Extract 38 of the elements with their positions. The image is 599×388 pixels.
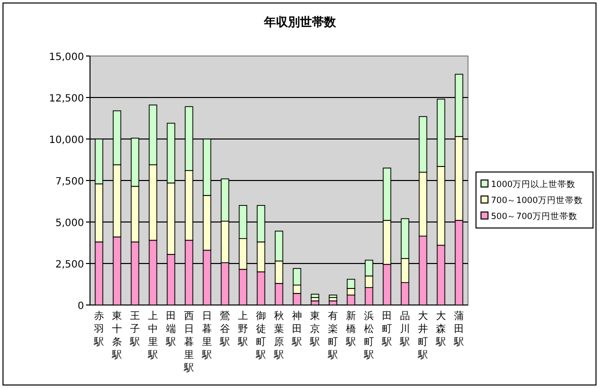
bar bbox=[292, 284, 302, 294]
bar bbox=[310, 294, 320, 298]
x-tick-label: 御徒町駅 bbox=[255, 311, 266, 361]
x-tick-label: 大森駅 bbox=[435, 310, 446, 348]
x-tick-label: 東京駅 bbox=[309, 310, 320, 348]
x-tick-label: 王子駅 bbox=[129, 311, 140, 348]
x-tick-label: 上中里駅 bbox=[147, 310, 158, 361]
x-tick-label: 新橋駅 bbox=[345, 310, 356, 348]
y-tick-label: 15,000 bbox=[49, 52, 84, 63]
x-tick-label: 品川駅 bbox=[399, 311, 410, 348]
x-tick-label: 赤羽駅 bbox=[93, 310, 104, 348]
bar bbox=[346, 278, 356, 289]
y-tick-label: 7,500 bbox=[55, 176, 84, 188]
x-tick-label: 蒲田駅 bbox=[453, 310, 464, 348]
y-tick-label: 0 bbox=[78, 301, 84, 312]
y-tick-label: 2,500 bbox=[55, 260, 84, 270]
legend-label: 700～1000万円世帯数 bbox=[491, 195, 583, 206]
bar bbox=[274, 230, 284, 262]
x-tick-label: 上野駅 bbox=[237, 310, 248, 348]
x-tick-label: 秋葉原駅 bbox=[273, 310, 284, 361]
x-tick-label: 日暮里駅 bbox=[201, 311, 212, 361]
x-tick-label: 有楽町駅 bbox=[327, 310, 338, 361]
legend-label: 1000万円以上世帯数 bbox=[491, 179, 576, 190]
x-tick-label: 東十条駅 bbox=[111, 310, 122, 361]
x-tick-label: 神田駅 bbox=[291, 310, 302, 348]
x-tick-label: 鶯谷駅 bbox=[219, 310, 230, 348]
x-tick-label: 田町駅 bbox=[381, 311, 392, 348]
chart-title: 年収別世帯数 bbox=[263, 15, 337, 29]
y-tick-label: 5,000 bbox=[55, 218, 84, 229]
x-tick-label: 西日暮里駅 bbox=[183, 311, 194, 374]
x-tick-label: 田端駅 bbox=[165, 311, 176, 348]
y-tick-label: 10,000 bbox=[49, 135, 84, 146]
y-tick-label: 12,500 bbox=[49, 94, 84, 104]
x-tick-label: 大井町駅 bbox=[417, 310, 428, 361]
legend-label: 500～700万円世帯数 bbox=[491, 211, 578, 222]
bar bbox=[328, 294, 338, 298]
bar bbox=[292, 268, 302, 286]
x-tick-label: 浜松町駅 bbox=[363, 310, 374, 361]
